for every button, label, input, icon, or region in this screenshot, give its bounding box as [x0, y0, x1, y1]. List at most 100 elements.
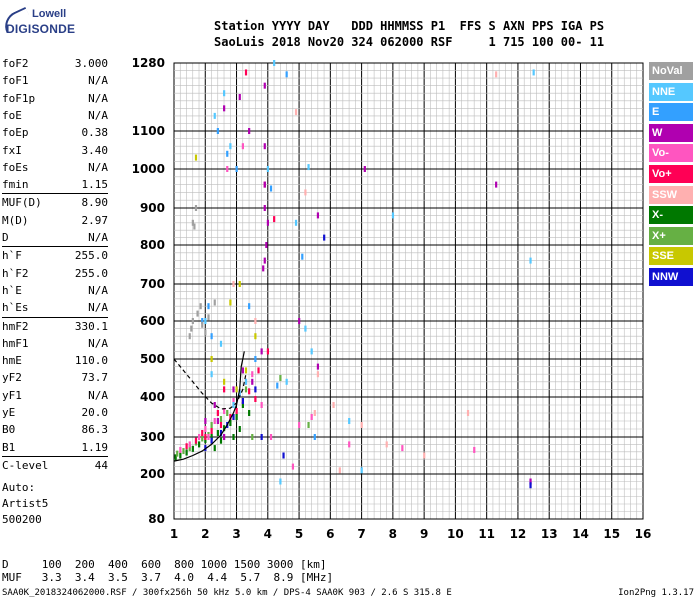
- echo-point: [266, 348, 269, 355]
- echo-point: [210, 428, 213, 434]
- param-value: 73.7: [81, 371, 109, 385]
- echo-point: [219, 437, 223, 444]
- station-header-labels: Station YYYY DAY DDD HHMMSS P1 FFS S AXN…: [214, 19, 605, 33]
- distance-row: D 100 200 400 600 800 1000 1500 3000 [km…: [2, 558, 327, 571]
- software-version: Ion2Png 1.3.17: [618, 588, 694, 598]
- echo-point: [257, 367, 260, 374]
- echo-point: [235, 414, 238, 420]
- param-value: N/A: [88, 91, 108, 105]
- echo-point: [213, 402, 216, 408]
- echo-point: [204, 426, 207, 432]
- param-name: h`F2: [2, 266, 29, 280]
- param-row: B0 86.3: [2, 423, 108, 440]
- param-value: 110.0: [74, 354, 108, 368]
- echo-point: [198, 434, 201, 440]
- echo-point: [248, 410, 251, 416]
- x-tick-label: 6: [326, 527, 334, 541]
- echo-point: [254, 386, 257, 393]
- profile-trace: [173, 358, 247, 410]
- y-tick-label: 800: [140, 238, 165, 252]
- param-value: 255.0: [74, 266, 108, 280]
- x-tick-label: 14: [572, 527, 589, 541]
- legend-item: NNE: [649, 82, 693, 101]
- echo-point: [207, 434, 210, 440]
- echo-point: [199, 303, 202, 310]
- param-row: hmF2 330.1: [2, 320, 108, 337]
- echo-point: [213, 299, 216, 306]
- echo-point: [223, 105, 226, 112]
- echo-point: [219, 416, 223, 422]
- legend-item: E: [649, 103, 693, 122]
- legend-item: W: [649, 123, 693, 142]
- echo-point: [194, 437, 198, 444]
- param-value: 2.97: [81, 213, 109, 227]
- echo-point: [385, 441, 388, 448]
- echo-point: [316, 363, 320, 370]
- echo-point: [248, 128, 251, 134]
- legend-item: X+: [649, 226, 693, 245]
- echo-point: [238, 281, 241, 287]
- echo-point: [241, 143, 244, 150]
- echo-point: [294, 219, 298, 226]
- echo-point: [298, 318, 301, 324]
- echo-point: [360, 422, 363, 428]
- param-row: yF1 N/A: [2, 389, 108, 406]
- y-tick-label: 80: [148, 512, 165, 526]
- echo-point: [285, 71, 288, 78]
- plot-frame: [173, 62, 644, 520]
- echo-point: [191, 445, 194, 452]
- echo-point: [285, 378, 288, 385]
- param-value: 44: [94, 458, 108, 472]
- y-tick-label: 700: [140, 277, 165, 291]
- echo-point: [207, 314, 210, 321]
- param-value: N/A: [88, 74, 108, 88]
- legend-item: Vo+: [649, 165, 693, 183]
- echo-point: [223, 434, 226, 440]
- echo-point: [201, 318, 204, 324]
- echo-point: [316, 371, 320, 378]
- y-tick-label: 400: [140, 390, 165, 404]
- y-tick-label: 600: [140, 314, 165, 328]
- echo-point: [529, 257, 532, 264]
- echo-point: [188, 333, 191, 340]
- param-value: 20.0: [81, 406, 109, 419]
- virtual-height-trace: [173, 351, 245, 462]
- echo-point: [260, 348, 263, 355]
- param-name: foE: [2, 108, 22, 122]
- param-name: h`E: [2, 283, 22, 297]
- echo-point: [232, 402, 235, 408]
- station-header-values: SaoLuis 2018 Nov20 324 062000 RSF 1 715 …: [214, 35, 605, 49]
- param-name: foF1: [2, 74, 29, 88]
- echo-point: [185, 449, 188, 456]
- param-row: M(D) 2.97: [2, 214, 108, 231]
- param-name: h`Es: [2, 301, 29, 315]
- echo-point: [201, 430, 204, 436]
- echo-point: [279, 375, 282, 381]
- param-name: B1: [2, 440, 16, 454]
- echo-point: [276, 382, 279, 389]
- echo-point: [229, 299, 232, 306]
- echo-point: [179, 446, 182, 453]
- param-name: hmF1: [2, 336, 29, 350]
- param-value: 8.90: [81, 196, 109, 210]
- param-value: 1.15: [81, 178, 109, 192]
- param-name: B0: [2, 423, 16, 437]
- param-name: foEp: [2, 126, 29, 140]
- param-value: N/A: [88, 388, 108, 402]
- param-name: D: [2, 231, 9, 244]
- echo-point: [229, 143, 232, 150]
- echo-point: [298, 422, 301, 428]
- param-value: N/A: [88, 336, 108, 350]
- echo-point: [313, 434, 316, 440]
- echo-point: [360, 467, 363, 474]
- legend-item: SSE: [649, 247, 693, 266]
- param-row: C-level 44: [2, 459, 108, 476]
- echo-point: [263, 82, 266, 89]
- lowell-digisonde-logo: Lowell DIGISONDE: [0, 0, 75, 40]
- x-tick-label: 12: [510, 527, 527, 541]
- param-name: C-level: [2, 458, 49, 472]
- echo-point: [213, 112, 216, 119]
- echo-point: [269, 434, 273, 440]
- echo-point: [210, 333, 213, 340]
